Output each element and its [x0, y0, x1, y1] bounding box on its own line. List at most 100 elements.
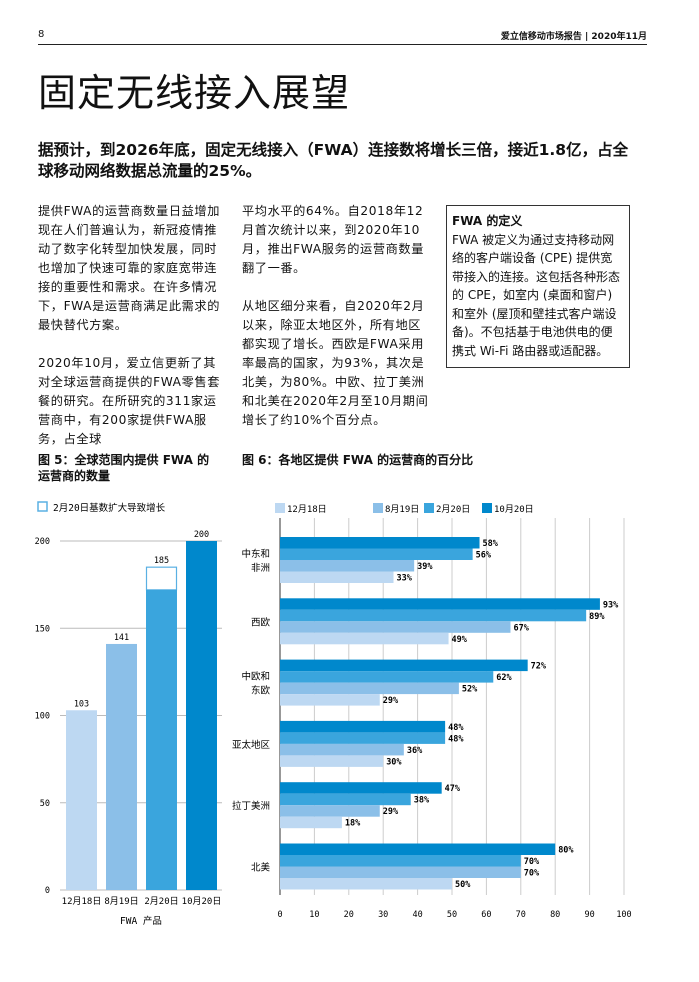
x-tick-label: 0 — [277, 910, 282, 920]
x-tick-label: 2月20日 — [144, 896, 178, 907]
bar — [280, 755, 384, 767]
growth-outline-bar — [145, 566, 178, 591]
x-axis-label: FWA 产品 — [120, 915, 162, 927]
bar-value-label: 39% — [417, 562, 433, 572]
publication-header: 爱立信移动市场报告 | 2020年11月 — [500, 32, 647, 42]
body-column-1: 提供FWA的运营商数量日益增加现在人们普遍认为，新冠疫情推动了数字化转型加快发展… — [38, 202, 226, 468]
category-label: 东欧 — [251, 685, 271, 697]
bar-value-label: 33% — [397, 574, 413, 584]
bar-value-label: 70% — [524, 857, 540, 867]
x-tick-label: 30 — [378, 910, 388, 920]
bar-value-label: 50% — [455, 880, 471, 890]
legend-swatch — [275, 503, 285, 513]
bar — [280, 598, 600, 610]
bar — [280, 537, 480, 549]
bar-value-label: 49% — [452, 635, 468, 645]
y-tick-label: 0 — [45, 886, 50, 896]
bar — [280, 694, 380, 706]
bar-value-label: 89% — [589, 612, 605, 622]
lead-paragraph: 据预计，到2026年底，固定无线接入（FWA）连接数将增长三倍，接近1.8亿，占… — [38, 141, 629, 180]
y-tick-label: 50 — [40, 799, 50, 809]
bar — [280, 743, 404, 756]
bar — [186, 541, 217, 890]
y-tick-label: 150 — [35, 624, 50, 634]
bar — [146, 589, 177, 890]
x-tick-label: 90 — [584, 910, 594, 920]
bar-value-label: 56% — [476, 551, 492, 561]
y-tick-label: 100 — [35, 712, 50, 722]
bar-value-label: 38% — [414, 796, 430, 806]
bar-value-label: 29% — [383, 807, 399, 817]
legend-label: 10月20日 — [494, 504, 534, 515]
figure5-chart: 2月20日基数扩大导致增长 0 50 100 150 200 103 12月18日 141 8月1… — [35, 501, 222, 927]
bar-value-label: 103 — [74, 699, 89, 709]
category-label: 拉丁美洲 — [232, 800, 270, 812]
figure5-title: 图 5：全球范围内提供 FWA 的运营商的数量 — [38, 453, 210, 483]
category-label: 中东和 — [241, 548, 270, 560]
x-tick-label: 20 — [344, 910, 354, 920]
bar-value-label: 48% — [448, 734, 464, 744]
bar — [280, 682, 459, 695]
category-label: 非洲 — [251, 562, 270, 574]
bar — [280, 560, 415, 572]
bar-value-label: 70% — [524, 869, 540, 879]
paragraph: 从地区细分来看，自2020年2月以来，除亚太地区外，所有地区都实现了增长。西欧是… — [242, 299, 429, 427]
bar — [280, 571, 394, 583]
bar — [280, 805, 380, 817]
bar-value-label: 52% — [462, 685, 478, 695]
bar — [280, 659, 528, 672]
legend-label: 2月20日基数扩大导致增长 — [53, 502, 166, 514]
bar-value-label: 67% — [513, 623, 529, 633]
bar-value-label: 36% — [407, 746, 423, 756]
bar-value-label: 80% — [558, 846, 574, 856]
category-label: 亚太地区 — [232, 739, 271, 751]
x-tick-label: 40 — [412, 910, 422, 920]
category-label: 北美 — [251, 862, 271, 874]
bar-value-label: 29% — [383, 696, 399, 706]
x-tick-label: 10 — [309, 910, 319, 920]
x-tick-label: 60 — [481, 910, 491, 920]
legend-swatch — [373, 503, 383, 513]
legend-swatch — [482, 503, 492, 513]
legend-swatch — [424, 503, 434, 513]
legend-swatch — [37, 501, 48, 512]
bar — [280, 732, 446, 744]
x-tick-label: 12月18日 — [62, 896, 102, 907]
x-tick-label: 50 — [447, 910, 457, 920]
bar-value-label: 141 — [114, 633, 129, 643]
bar — [280, 609, 587, 622]
figure6-chart: 12月18日 8月19日 2月20日 10月20日 0 10 20 30 40 50 60 70 80 9… — [232, 503, 632, 920]
x-tick-label: 100 — [616, 910, 631, 920]
bar-value-label: 47% — [445, 784, 461, 794]
bar-value-label: 62% — [496, 673, 512, 683]
bar — [280, 621, 511, 633]
category-label: 西欧 — [251, 616, 271, 628]
x-tick-label: 80 — [550, 910, 560, 920]
header-divider — [38, 44, 647, 45]
bar — [280, 793, 411, 806]
page-number: 8 — [38, 29, 45, 40]
body-column-2: 平均水平的64%。自2018年12月首次统计以来，到2020年10月，推出FWA… — [242, 202, 430, 449]
bar-value-label: 200 — [194, 530, 209, 540]
y-tick-label: 200 — [35, 537, 50, 547]
bar — [280, 855, 521, 867]
paragraph: 提供FWA的运营商数量日益增加现在人们普遍认为，新冠疫情推动了数字化转型加快发展… — [38, 204, 220, 332]
bar — [280, 866, 521, 878]
bar — [280, 671, 494, 683]
x-tick-label: 70 — [516, 910, 526, 920]
legend-label: 12月18日 — [287, 504, 327, 515]
bar-value-label: 48% — [448, 723, 464, 733]
bar — [280, 720, 446, 733]
legend-label: 2月20日 — [436, 504, 470, 515]
definition-title: FWA 的定义 — [452, 214, 523, 228]
figure6-title: 图 6：各地区提供 FWA 的运营商的百分比 — [242, 453, 474, 467]
paragraph: 2020年10月，爱立信更新了其对全球运营商提供的FWA零售套餐的研究。在所研究… — [38, 356, 220, 446]
bar-value-label: 185 — [154, 556, 169, 566]
page-title: 固定无线接入展望 — [38, 71, 351, 115]
paragraph: 平均水平的64%。自2018年12月首次统计以来，到2020年10月，推出FWA… — [242, 204, 424, 275]
bar-value-label: 18% — [345, 819, 361, 829]
category-label: 中欧和 — [241, 671, 270, 683]
bar-value-label: 93% — [603, 600, 619, 610]
bar — [280, 782, 442, 794]
bar — [106, 643, 137, 890]
